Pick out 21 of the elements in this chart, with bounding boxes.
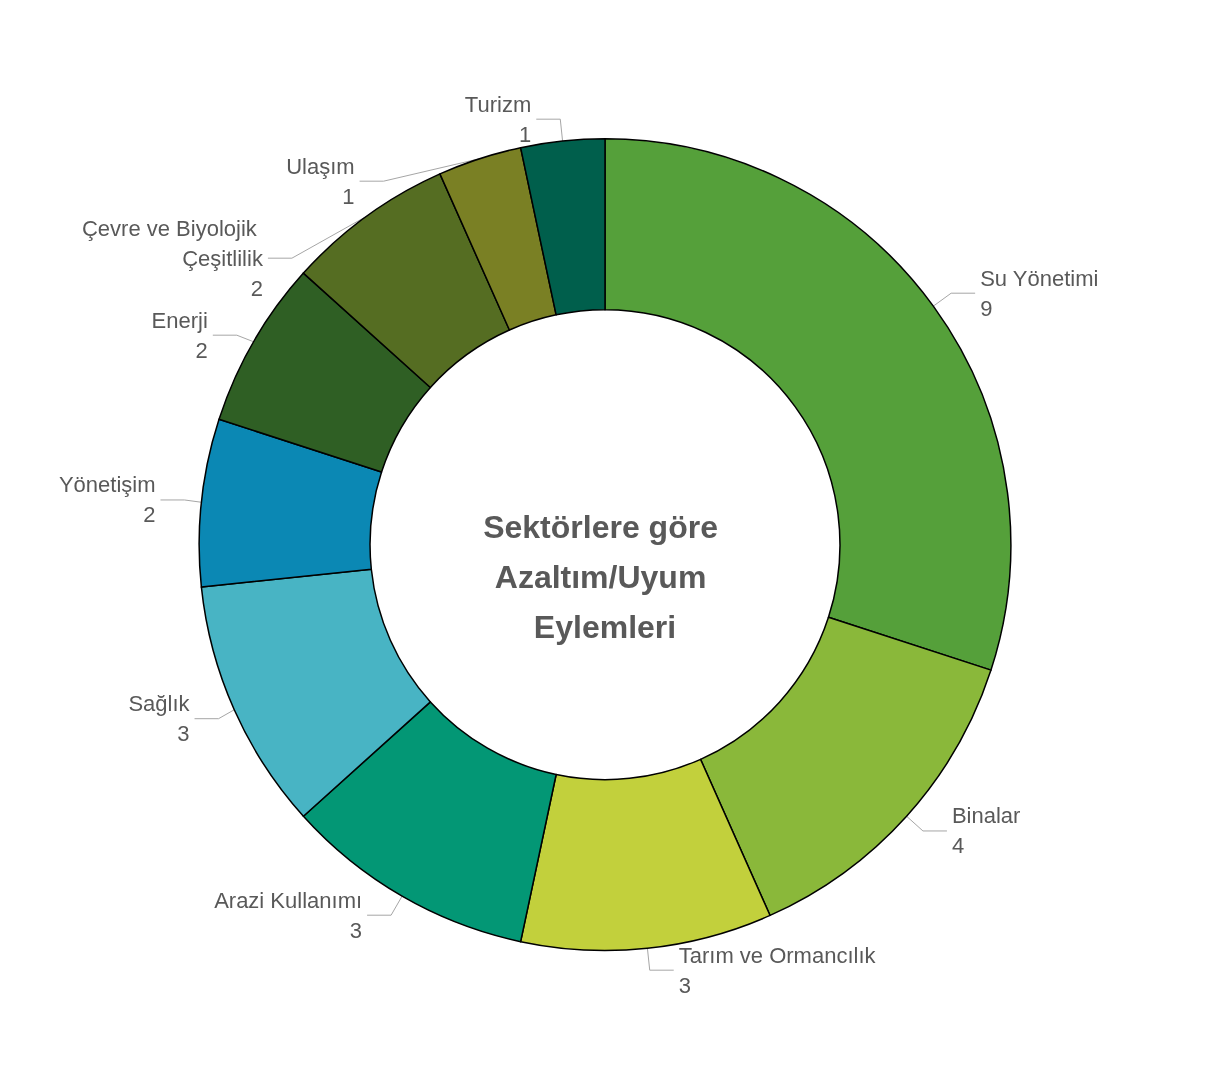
data-label: 3 (349, 917, 363, 943)
data-label: 1 (519, 121, 532, 147)
data-label: 3 (678, 972, 691, 998)
slice-label: Çevre ve Biyolojik Çeşitlilik (81, 215, 264, 271)
data-label: 3 (177, 721, 190, 747)
data-label: 1 (342, 183, 355, 209)
data-label: 2 (143, 502, 156, 528)
slice-label: Su Yönetimi (980, 265, 1099, 291)
slice-label: Tarım ve Ormancılık (678, 942, 877, 968)
slice-label: Enerji (151, 307, 208, 333)
slice-label: Binalar (951, 803, 1021, 829)
data-label: 2 (250, 275, 263, 301)
data-label: 2 (195, 337, 208, 363)
slice-label: Ulaşım (286, 153, 355, 179)
slice-label: Turizm (464, 91, 532, 117)
data-label: 4 (951, 833, 965, 859)
slice-label: Sağlık (128, 691, 191, 717)
slice-label: Arazi Kullanımı (214, 887, 363, 913)
slice-label: Yönetişim (58, 472, 156, 498)
data-label: 9 (980, 295, 993, 321)
text: Sektörlere göre Azaltım/Uyum Eylemleri (483, 508, 727, 645)
